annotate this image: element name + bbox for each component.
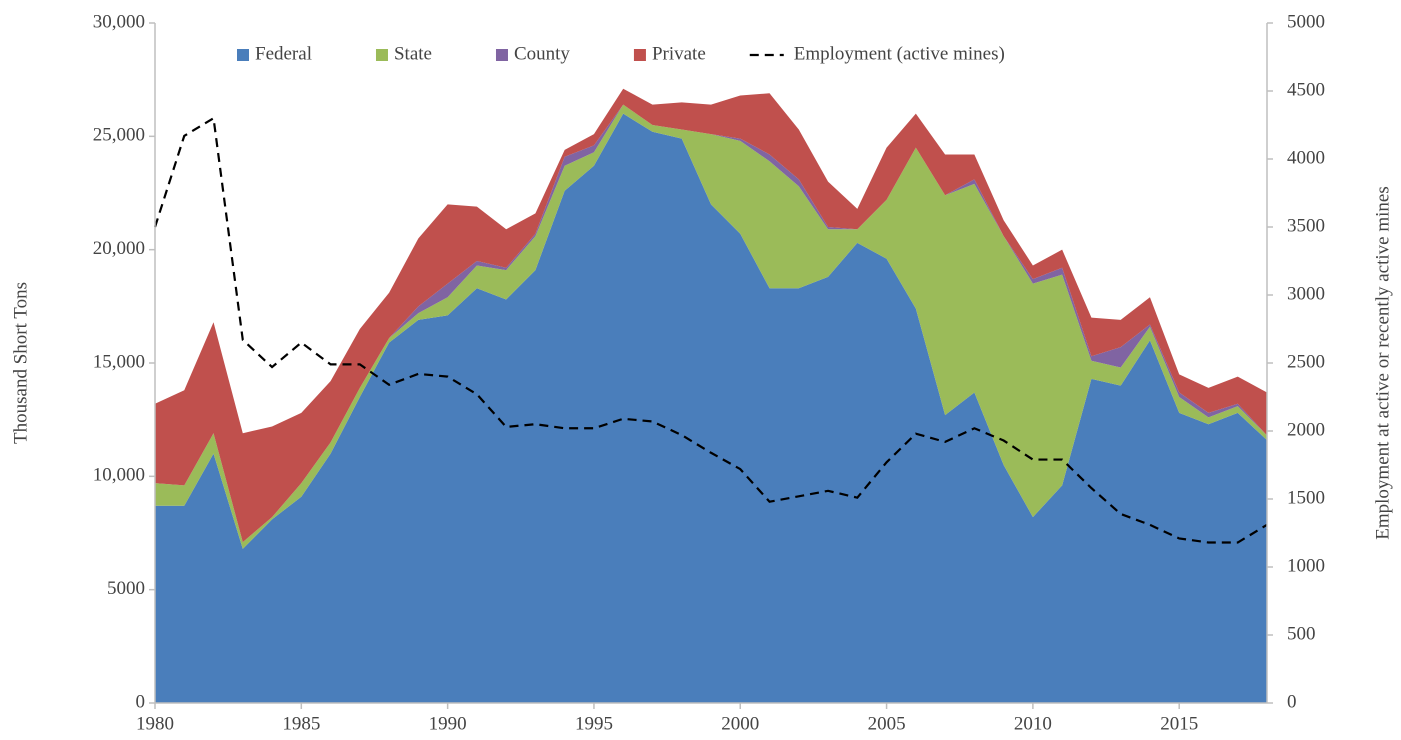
x-tick-label: 1985 xyxy=(282,713,320,734)
y2-tick-label: 2500 xyxy=(1287,351,1325,372)
area xyxy=(155,113,1267,703)
y-tick-label: 30,000 xyxy=(93,11,145,32)
x-tick-label: 1990 xyxy=(429,713,467,734)
y2-tick-label: 5000 xyxy=(1287,11,1325,32)
legend-label: Federal xyxy=(255,43,312,64)
legend-swatch xyxy=(633,49,646,61)
y2-tick-label: 4500 xyxy=(1287,79,1325,100)
x-tick-label: 1980 xyxy=(136,713,174,734)
legend-label: County xyxy=(514,43,570,64)
legend-swatch xyxy=(495,49,508,61)
y-tick-label: 10,000 xyxy=(93,465,145,486)
y2-tick-label: 3500 xyxy=(1287,215,1325,236)
y2-tick-label: 4000 xyxy=(1287,147,1325,168)
legend-label: State xyxy=(394,43,432,64)
y2-tick-label: 500 xyxy=(1287,623,1316,644)
x-tick-label: 2015 xyxy=(1160,713,1198,734)
y-tick-label: 15,000 xyxy=(93,351,145,372)
area xyxy=(155,104,1267,549)
legend-label: Employment (active mines) xyxy=(794,43,1005,64)
x-tick-label: 2010 xyxy=(1014,713,1052,734)
x-tick-label: 1995 xyxy=(575,713,613,734)
legend-label: Private xyxy=(652,43,706,64)
line xyxy=(153,116,1268,544)
y-tick-label: 5000 xyxy=(107,578,145,599)
y2-tick-label: 0 xyxy=(1287,691,1297,712)
y-tick-label: 0 xyxy=(136,691,146,712)
x-tick-label: 2005 xyxy=(868,713,906,734)
y2-tick-label: 1000 xyxy=(1287,555,1325,576)
y-axis-title: Thousand Short Tons xyxy=(10,282,31,444)
y2-tick-label: 1500 xyxy=(1287,487,1325,508)
legend-swatch xyxy=(375,49,388,61)
y-tick-label: 25,000 xyxy=(93,125,145,146)
legend-swatch xyxy=(237,49,249,61)
x-tick-label: 2000 xyxy=(721,713,759,734)
y2-tick-label: 3000 xyxy=(1287,283,1325,304)
y-tick-label: 20,000 xyxy=(93,238,145,259)
y2-axis-title: Employment at active or recently active … xyxy=(1372,186,1393,539)
y2-tick-label: 2000 xyxy=(1287,419,1325,440)
area xyxy=(155,88,1267,543)
